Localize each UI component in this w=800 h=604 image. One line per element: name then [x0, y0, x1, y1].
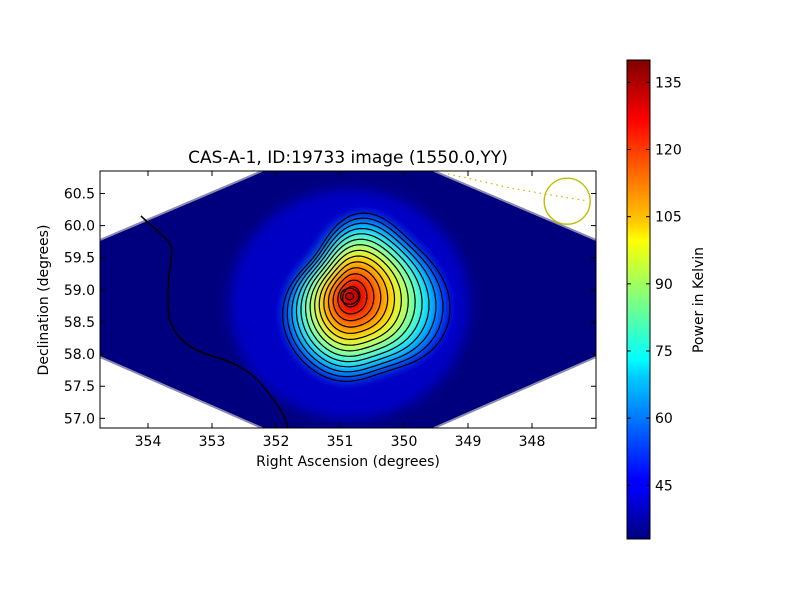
- x-tick-label: 350: [391, 434, 418, 450]
- y-tick-label: 60.0: [64, 219, 95, 235]
- colorbar-tick-label: 105: [655, 210, 682, 226]
- y-tick-label: 60.5: [64, 186, 95, 202]
- colorbar-tick-label: 75: [655, 344, 673, 360]
- contour-line: [286, 217, 444, 378]
- contour-peak-inner: [345, 292, 355, 301]
- contour-line: [318, 255, 396, 341]
- contour-line: [309, 244, 409, 352]
- x-tick-label: 348: [519, 434, 546, 450]
- contour-left: [140, 215, 289, 428]
- colorbar-tick-label: 45: [655, 478, 673, 494]
- contour-line: [332, 273, 375, 322]
- contour-line: [282, 212, 451, 383]
- y-tick-label: 59.0: [64, 283, 95, 299]
- y-axis: 57.0 57.5 58.0 58.5 59.0 59.5 60.0 60.5: [64, 186, 596, 427]
- colorbar-tick-label: 60: [655, 411, 673, 427]
- x-axis-label: Right Ascension (degrees): [256, 454, 440, 470]
- beam-circle: [543, 177, 591, 225]
- y-tick-label: 57.0: [64, 411, 95, 427]
- y-axis-label: Declination (degrees): [36, 225, 52, 376]
- contour-line: [291, 222, 437, 373]
- colorbar-tick-label: 135: [655, 75, 682, 91]
- x-tick-label: 354: [135, 434, 162, 450]
- contour-line: [300, 233, 423, 363]
- y-tick-label: 58.0: [64, 347, 95, 363]
- y-tick-label: 57.5: [64, 379, 95, 395]
- colorbar-tick-label: 90: [655, 277, 673, 293]
- contour-line: [314, 249, 403, 346]
- x-tick-label: 353: [199, 434, 226, 450]
- region-edge-top-left: [100, 171, 263, 241]
- contour-line: [327, 267, 382, 328]
- contour-line: [337, 279, 368, 315]
- colorbar-gradient: [627, 60, 650, 539]
- contour-line: [323, 261, 389, 334]
- x-axis: 354 353 352 351 350 349 348: [135, 171, 546, 450]
- plot-frame: [99, 170, 597, 429]
- heat-layer: [347, 292, 354, 300]
- contours: [282, 212, 451, 383]
- y-tick-label: 58.5: [64, 315, 95, 331]
- region-edge-top-right: [433, 171, 596, 241]
- colorbar-ticks: 45 60 75 90 105 120 135: [627, 75, 682, 494]
- region-edge-bottom-right: [433, 356, 596, 428]
- colorbar-tick-label: 120: [655, 143, 682, 159]
- contour-line: [295, 227, 430, 368]
- contour-peak: [340, 287, 360, 305]
- x-tick-label: 351: [327, 434, 354, 450]
- colorbar: 45 60 75 90 105 120 135 Power in Kelvin: [626, 59, 707, 540]
- contour-line: [305, 238, 416, 357]
- x-tick-label: 349: [455, 434, 482, 450]
- colorbar-frame: [626, 59, 651, 540]
- y-tick-label: 59.5: [64, 251, 95, 267]
- region-edge-bottom-left: [100, 356, 263, 428]
- contour-line: [342, 286, 361, 308]
- x-tick-label: 352: [263, 434, 290, 450]
- plot-area: [99, 170, 597, 429]
- colorbar-label: Power in Kelvin: [691, 247, 707, 353]
- chart-title: CAS-A-1, ID:19733 image (1550.0,YY): [188, 148, 508, 168]
